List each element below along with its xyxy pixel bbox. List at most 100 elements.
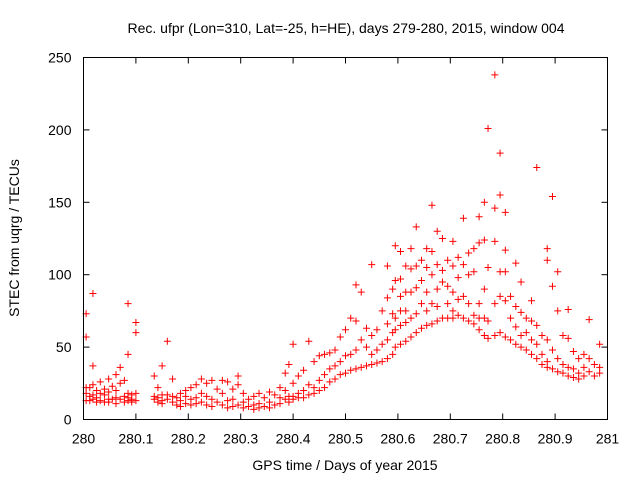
data-point [512,340,520,348]
y-tick-label: 250 [48,50,72,66]
data-point [575,375,583,383]
data-point [347,366,355,374]
data-point [321,384,329,392]
data-point [438,266,446,274]
data-point [342,352,349,360]
data-point [255,389,263,397]
data-point [496,292,504,300]
data-point [517,343,525,351]
data-point [428,201,436,209]
data-point [423,245,431,253]
data-point [475,239,483,247]
data-point [484,334,492,342]
data-point [347,314,355,322]
data-point [554,268,562,276]
data-point [112,371,120,379]
data-point [391,276,399,284]
data-point [357,288,365,296]
data-point [507,292,515,300]
data-point [315,376,323,384]
data-point [444,300,452,308]
data-point [89,362,97,370]
data-point [543,245,551,253]
data-point [454,274,462,282]
data-point [407,333,415,341]
data-point [569,365,577,373]
data-point [255,404,263,412]
data-point [352,317,360,325]
data-point [96,397,104,405]
data-point [548,346,556,354]
data-point [559,369,567,377]
data-point [310,389,318,397]
data-point [362,324,370,332]
data-point [501,246,509,254]
data-point [548,365,556,373]
data-point [224,404,232,412]
data-point [203,401,211,409]
data-point [176,402,184,410]
data-point [543,363,551,371]
data-point [428,271,436,279]
data-point [321,350,329,358]
data-point [294,372,302,380]
data-point [342,369,349,377]
data-point [86,384,94,392]
data-point [585,355,593,363]
data-point [271,401,279,409]
data-point [569,374,577,382]
data-point [554,307,562,315]
data-point [132,318,140,326]
data-point [454,253,462,261]
data-point [154,398,162,406]
x-tick-label: 280.1 [118,431,153,447]
data-point [433,303,441,311]
data-point [554,355,562,363]
data-point [533,340,541,348]
data-point [321,371,329,379]
data-point [501,268,509,276]
data-point [491,332,499,340]
data-point [326,378,334,386]
data-point [315,387,323,395]
data-point [383,320,391,328]
data-point [276,400,284,408]
data-point [470,311,478,319]
data-point [459,314,467,322]
x-tick-label: 280.6 [380,431,415,447]
data-point [580,350,588,358]
data-point [331,362,339,370]
data-point [383,336,391,344]
data-point [336,371,344,379]
data-point [120,398,128,406]
data-point [459,214,467,222]
data-point [229,395,237,403]
data-point [407,288,415,296]
data-point [517,278,525,286]
data-point [108,382,116,390]
y-tick-label: 150 [48,194,72,210]
data-point [163,395,171,403]
data-point [182,392,190,400]
data-point [192,400,200,408]
data-point [383,294,391,302]
data-point [433,317,441,325]
data-point [501,208,509,216]
data-point [470,245,478,253]
chart-title: Rec. ufpr (Lon=310, Lat=-25, h=HE), days… [127,20,564,36]
data-point [417,256,425,264]
data-point [389,350,397,358]
data-point [428,300,436,308]
data-point [373,359,381,367]
data-point [86,397,94,405]
data-point [528,297,536,305]
data-point [373,346,381,354]
data-point [580,363,588,371]
data-point [347,350,355,358]
data-point [533,321,541,329]
data-point [548,282,556,290]
data-point [397,275,405,283]
data-point [449,307,457,315]
data-point [357,363,365,371]
data-point [158,400,166,408]
